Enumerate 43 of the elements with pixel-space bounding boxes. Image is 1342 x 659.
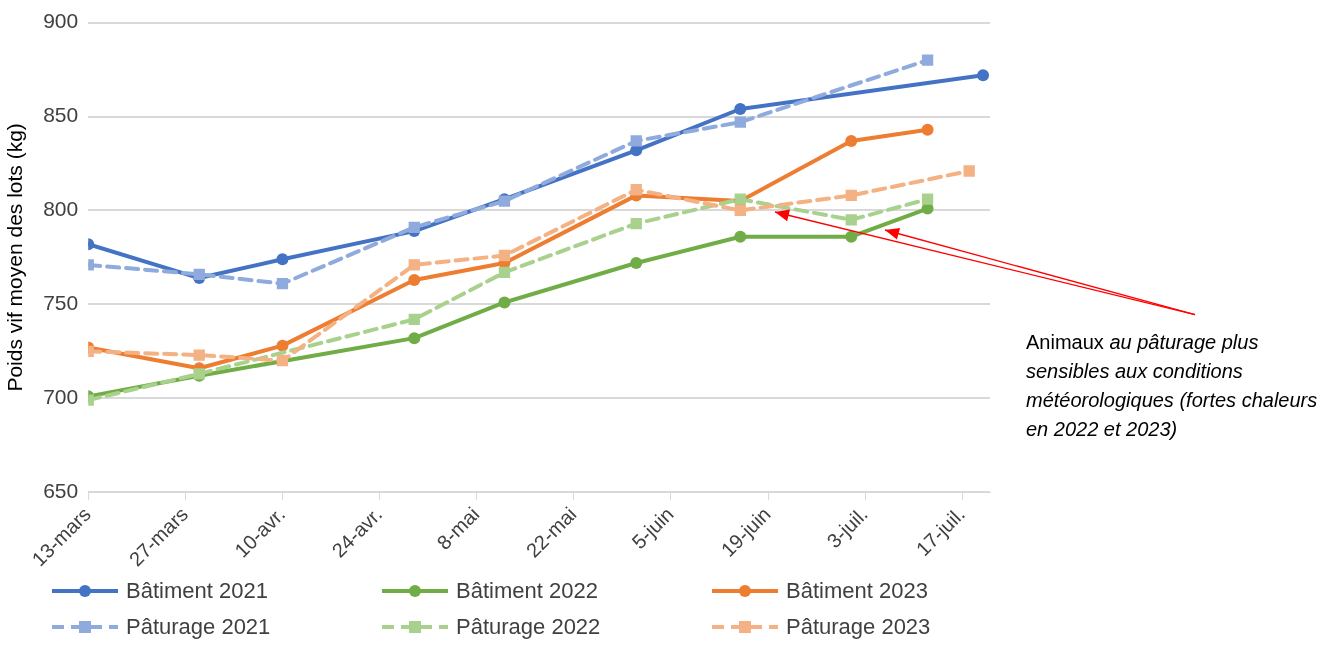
point <box>845 189 857 202</box>
legend-label: Bâtiment 2023 <box>785 578 929 604</box>
point <box>734 230 747 243</box>
point <box>630 135 642 147</box>
y-tick-label: 850 <box>43 103 79 127</box>
legend-label: Pâturage 2021 <box>125 614 272 640</box>
point <box>276 355 289 367</box>
point <box>193 349 205 361</box>
legend-label: Bâtiment 2022 <box>455 578 599 604</box>
point <box>921 193 934 205</box>
y-tick-label: 900 <box>43 9 79 33</box>
point <box>977 69 990 82</box>
point <box>408 332 421 345</box>
y-tick-label: 800 <box>43 197 79 221</box>
point <box>630 257 643 270</box>
legend-label: Pâturage 2023 <box>785 614 932 640</box>
point <box>193 268 205 280</box>
point <box>498 249 511 262</box>
point <box>734 103 747 115</box>
point <box>498 296 511 309</box>
legend-label: Pâturage 2022 <box>455 614 602 640</box>
y-tick-label: 700 <box>43 385 79 409</box>
point <box>408 273 421 286</box>
point <box>963 165 975 177</box>
point <box>921 123 934 136</box>
point <box>276 339 289 352</box>
point <box>498 266 511 279</box>
legend-label: Bâtiment 2021 <box>125 578 269 604</box>
point <box>408 221 420 233</box>
y-tick-label: 650 <box>43 478 79 502</box>
point <box>734 204 746 217</box>
point <box>630 217 642 230</box>
point <box>845 134 858 147</box>
point <box>408 313 420 326</box>
point <box>408 259 420 271</box>
point <box>630 184 642 196</box>
annotation: Animaux au pâturage plus sensibles aux conditions météorologiques (fortes chaleurs en 2022 et 2023) <box>1026 331 1318 440</box>
point <box>276 253 289 266</box>
point <box>921 54 934 66</box>
point <box>734 116 746 128</box>
y-tick-label: 750 <box>43 291 79 315</box>
y-axis-title: Poids vif moyen des lots (kg) <box>3 123 27 392</box>
point <box>276 278 289 290</box>
